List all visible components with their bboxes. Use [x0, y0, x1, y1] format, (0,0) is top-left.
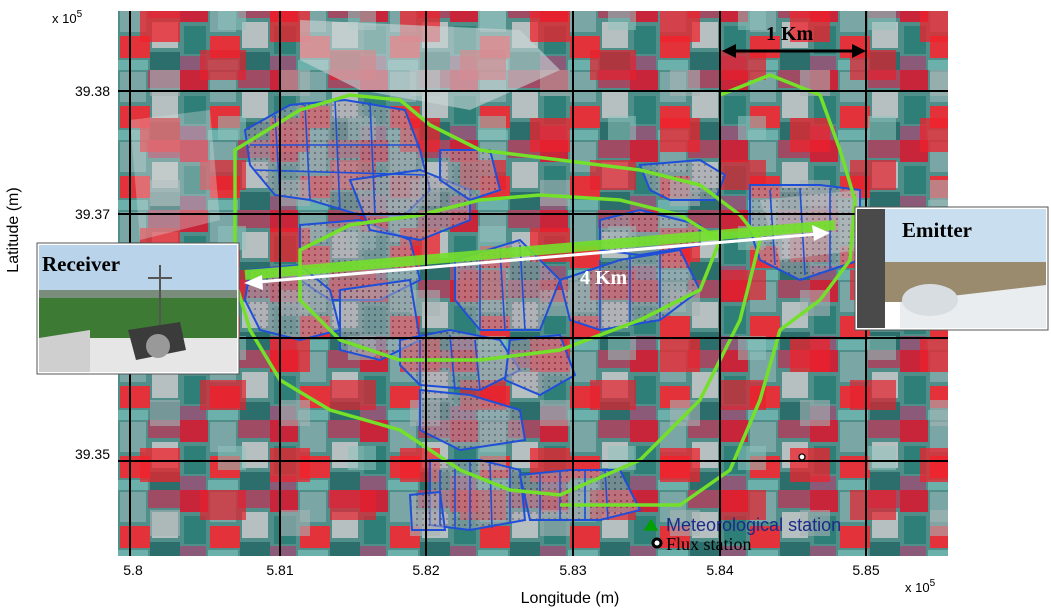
receiver-photo [36, 242, 240, 375]
emitter-photo [854, 206, 1049, 331]
y-tick-label: 39.38 [75, 83, 110, 99]
y-axis-title: Latitude (m) [5, 187, 22, 272]
path-length-label: 4 Km [580, 267, 628, 289]
x-tick-label: 5.83 [559, 562, 586, 578]
path-arrow [244, 225, 830, 290]
path-band [244, 220, 836, 280]
grid [118, 11, 948, 556]
x-tick-labels: 5.8 5.81 5.82 5.83 5.84 5.85 [123, 562, 880, 578]
x-axis-title: Longitude (m) [521, 590, 620, 607]
y-tick-labels: 39.38 39.37 39.35 [75, 83, 110, 462]
legend: Meteorological station Flux station [643, 515, 841, 554]
legend-label-flux: Flux station [666, 534, 752, 554]
scale-bar [719, 40, 867, 62]
scale-bar-label: 1 Km [766, 23, 814, 45]
y-exponent: x 105 [52, 9, 83, 26]
y-tick-label: 39.35 [75, 446, 110, 462]
x-exponent: x 105 [905, 578, 936, 595]
x-tick-label: 5.84 [706, 562, 733, 578]
legend-label-meteorological: Meteorological station [666, 515, 841, 535]
x-tick-label: 5.81 [266, 562, 293, 578]
x-tick-label: 5.85 [852, 562, 879, 578]
flux-station-marker [798, 453, 806, 461]
footprint-outlines [233, 73, 857, 507]
meteorological-station-icon [643, 518, 659, 531]
emitter-label: Emitter [902, 218, 972, 242]
receiver-label: Receiver [42, 252, 120, 276]
flux-station-icon [651, 537, 663, 549]
y-tick-label: 39.37 [75, 206, 110, 222]
x-tick-label: 5.8 [123, 562, 143, 578]
x-tick-label: 5.82 [412, 562, 439, 578]
